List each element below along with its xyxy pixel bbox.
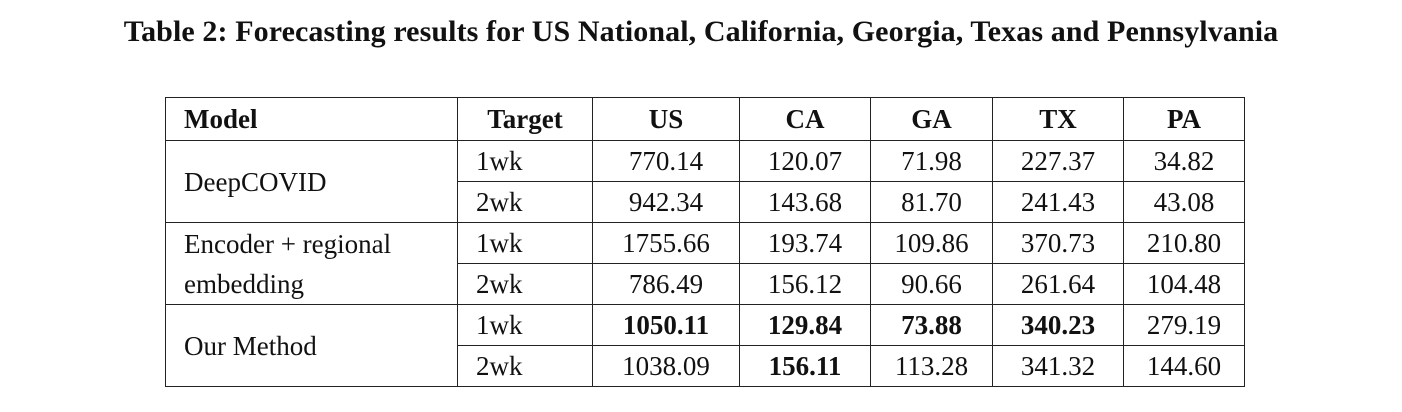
value-cell-ca: 193.74 [739,222,871,264]
value-cell-ga: 109.86 [870,222,993,264]
model-name-cell: Our Method [165,304,458,387]
value-cell-us: 1038.09 [592,345,740,387]
header-tx: TX [992,97,1124,141]
header-ca: CA [739,97,871,141]
model-name-line: Our Method [184,330,317,361]
value-cell-ca: 143.68 [739,181,871,223]
value-cell-ca: 129.84 [739,304,871,346]
value-cell-us: 942.34 [592,181,740,223]
results-table: Model Target US CA GA TX PA DeepCOVID 1wk… [165,97,1245,387]
target-cell: 2wk [457,181,593,223]
target-cell: 1wk [457,140,593,182]
model-name-line: Encoder + regional [184,228,392,259]
value-cell-pa: 210.80 [1123,222,1245,264]
value-cell-ca: 156.12 [739,263,871,305]
target-cell: 1wk [457,304,593,346]
header-row: Model Target US CA GA TX PA [165,97,1245,141]
value-cell-ga: 113.28 [870,345,993,387]
model-name-line: embedding [184,268,304,299]
value-cell-pa: 104.48 [1123,263,1245,305]
header-ga: GA [870,97,993,141]
header-us: US [592,97,740,141]
target-cell: 1wk [457,222,593,264]
table-caption: Table 2: Forecasting results for US Nati… [123,15,1279,48]
value-cell-pa: 43.08 [1123,181,1245,223]
model-name-cell: DeepCOVID [165,140,458,223]
value-cell-us: 786.49 [592,263,740,305]
value-cell-tx: 370.73 [992,222,1124,264]
results-body: DeepCOVID 1wk 770.14 120.07 71.98 227.37 34.82… [165,140,1245,387]
value-cell-ga: 73.88 [870,304,993,346]
value-cell-ga: 71.98 [870,140,993,182]
table-row: 2wk 1038.09 156.11 113.28 341.32 144.60 [166,345,1245,387]
value-cell-pa: 279.19 [1123,304,1245,346]
table-row: Encoder + regional embedding 1wk 1755.66 193… [165,222,1245,305]
value-cell-ca: 120.07 [739,140,871,182]
value-cell-tx: 341.32 [992,345,1124,387]
table-row: DeepCOVID 1wk 770.14 120.07 71.98 227.37 34.82 [165,140,1245,223]
header-pa: PA [1123,97,1245,141]
table-row: Our Method 1wk 1050.11 129.84 73.88 340.23 279… [165,304,1245,387]
value-cell-us: 770.14 [592,140,740,182]
target-cell: 2wk [457,263,593,305]
value-cell-us: 1050.11 [592,304,740,346]
value-cell-us: 1755.66 [592,222,740,264]
table-row: 2wk 786.49 156.12 90.66 261.64 104.48 [166,263,1245,305]
value-cell-tx: 227.37 [992,140,1124,182]
value-cell-pa: 144.60 [1123,345,1245,387]
model-name-cell: Encoder + regional embedding [165,222,458,305]
model-name-line: DeepCOVID [184,166,327,197]
value-cell-tx: 261.64 [992,263,1124,305]
value-cell-tx: 241.43 [992,181,1124,223]
value-cell-ca: 156.11 [739,345,871,387]
header-target: Target [457,97,593,141]
value-cell-ga: 81.70 [870,181,993,223]
header-model: Model [165,97,458,141]
target-cell: 2wk [457,345,593,387]
value-cell-tx: 340.23 [992,304,1124,346]
value-cell-pa: 34.82 [1123,140,1245,182]
value-cell-ga: 90.66 [870,263,993,305]
